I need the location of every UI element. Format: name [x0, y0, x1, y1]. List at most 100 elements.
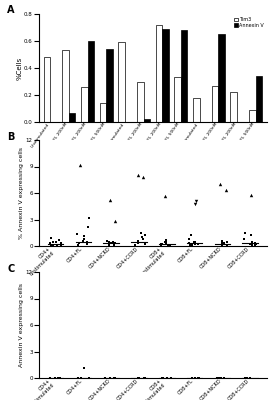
Point	[193, 238, 197, 245]
Point	[250, 238, 254, 245]
Point	[48, 241, 52, 248]
Y-axis label: % Annexin V expressing cells: % Annexin V expressing cells	[19, 147, 24, 239]
Point	[133, 242, 137, 248]
Point	[220, 241, 224, 248]
Point	[137, 374, 141, 381]
Point	[164, 237, 168, 243]
Point	[219, 374, 224, 381]
Point	[78, 162, 83, 168]
Point	[160, 374, 164, 381]
Point	[188, 242, 192, 248]
Point	[82, 365, 86, 372]
Bar	[143, 119, 150, 122]
Point	[136, 172, 141, 178]
Point	[243, 230, 247, 236]
Point	[87, 214, 91, 221]
Point	[111, 242, 116, 248]
Point	[242, 236, 247, 242]
Point	[190, 374, 194, 381]
Point	[222, 240, 226, 247]
Point	[108, 197, 112, 203]
Point	[189, 231, 193, 238]
Point	[85, 239, 89, 246]
Point	[167, 242, 172, 248]
Bar	[212, 86, 218, 122]
Point	[243, 374, 247, 381]
Text: B: B	[7, 132, 14, 142]
Point	[250, 242, 254, 248]
Text: A: A	[7, 5, 14, 15]
Point	[250, 239, 254, 246]
Point	[163, 192, 167, 199]
Point	[159, 242, 163, 248]
Point	[107, 238, 111, 245]
Bar	[69, 112, 75, 122]
Point	[51, 242, 55, 248]
Point	[106, 240, 111, 247]
Point	[141, 174, 145, 180]
Point	[49, 235, 54, 241]
Point	[113, 240, 117, 246]
Point	[107, 242, 111, 248]
Point	[141, 236, 145, 242]
Point	[86, 224, 90, 231]
Point	[163, 239, 167, 246]
Point	[76, 374, 80, 381]
Point	[53, 374, 58, 381]
Point	[136, 238, 140, 244]
Point	[57, 374, 62, 381]
Point	[54, 239, 58, 246]
Point	[220, 242, 224, 248]
Point	[136, 239, 141, 246]
Point	[58, 241, 63, 248]
Bar	[81, 87, 88, 122]
Point	[138, 230, 143, 236]
Point	[81, 238, 85, 244]
Bar	[174, 78, 181, 122]
Point	[225, 242, 229, 248]
Bar	[156, 25, 162, 122]
Point	[220, 238, 225, 244]
Point	[112, 374, 116, 381]
Point	[112, 241, 116, 248]
Point	[104, 238, 109, 244]
Point	[196, 374, 201, 381]
Point	[75, 230, 80, 237]
Point	[164, 240, 168, 246]
Point	[82, 236, 86, 242]
Bar	[193, 98, 200, 122]
Y-axis label: %Cells: %Cells	[16, 56, 23, 80]
Point	[248, 374, 252, 381]
Point	[166, 242, 171, 248]
Point	[164, 238, 168, 245]
Text: C: C	[7, 264, 14, 274]
Point	[196, 374, 201, 381]
Bar	[218, 34, 225, 122]
Point	[224, 187, 228, 194]
Bar	[106, 49, 113, 122]
Text: CD4: CD4	[146, 170, 160, 174]
Point	[253, 240, 258, 247]
Point	[143, 241, 147, 248]
Point	[244, 374, 249, 381]
Bar	[88, 41, 94, 122]
Point	[215, 374, 220, 381]
Point	[196, 241, 200, 248]
Bar	[256, 76, 262, 122]
Point	[143, 374, 147, 381]
Text: CD3: CD3	[71, 170, 85, 174]
Point	[113, 218, 117, 224]
Point	[247, 241, 252, 248]
Point	[192, 200, 197, 207]
Point	[217, 374, 221, 381]
Point	[75, 242, 80, 248]
Point	[187, 236, 191, 242]
Text: CD8: CD8	[221, 170, 234, 174]
Point	[85, 241, 89, 248]
Bar	[230, 92, 237, 122]
Point	[111, 239, 116, 246]
Point	[77, 240, 81, 246]
Point	[222, 240, 226, 246]
Point	[79, 374, 83, 381]
Point	[187, 240, 191, 246]
